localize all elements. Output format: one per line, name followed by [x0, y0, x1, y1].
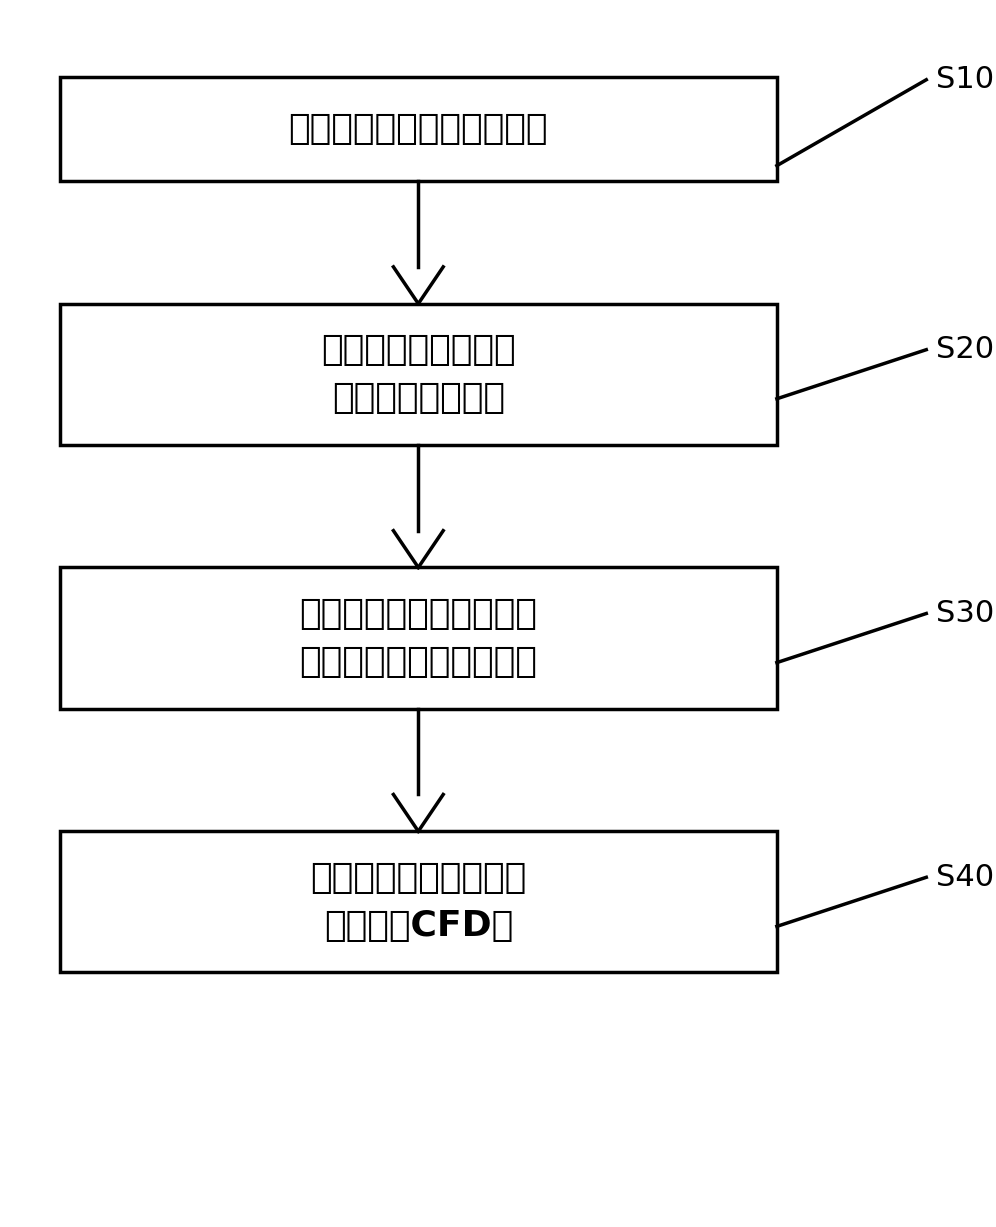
- Text: S40: S40: [936, 863, 994, 892]
- Text: S30: S30: [936, 599, 994, 628]
- Bar: [60, 832, 777, 972]
- Text: S20: S20: [936, 335, 994, 364]
- Bar: [60, 567, 777, 709]
- Text: S10: S10: [936, 65, 994, 94]
- Text: 将更新后的速度位置等
信息输到CFD中: 将更新后的速度位置等 信息输到CFD中: [310, 861, 527, 942]
- Bar: [60, 76, 777, 180]
- Bar: [60, 304, 777, 445]
- Text: 建立模型和流体相控制方程: 建立模型和流体相控制方程: [289, 112, 548, 146]
- Text: 根据牛顿第二定律，更新
颤粒的速度、位置等信息: 根据牛顿第二定律，更新 颤粒的速度、位置等信息: [300, 598, 537, 679]
- Text: 流体作用到颤粒上，
并且进行受力计算: 流体作用到颤粒上， 并且进行受力计算: [321, 334, 516, 415]
